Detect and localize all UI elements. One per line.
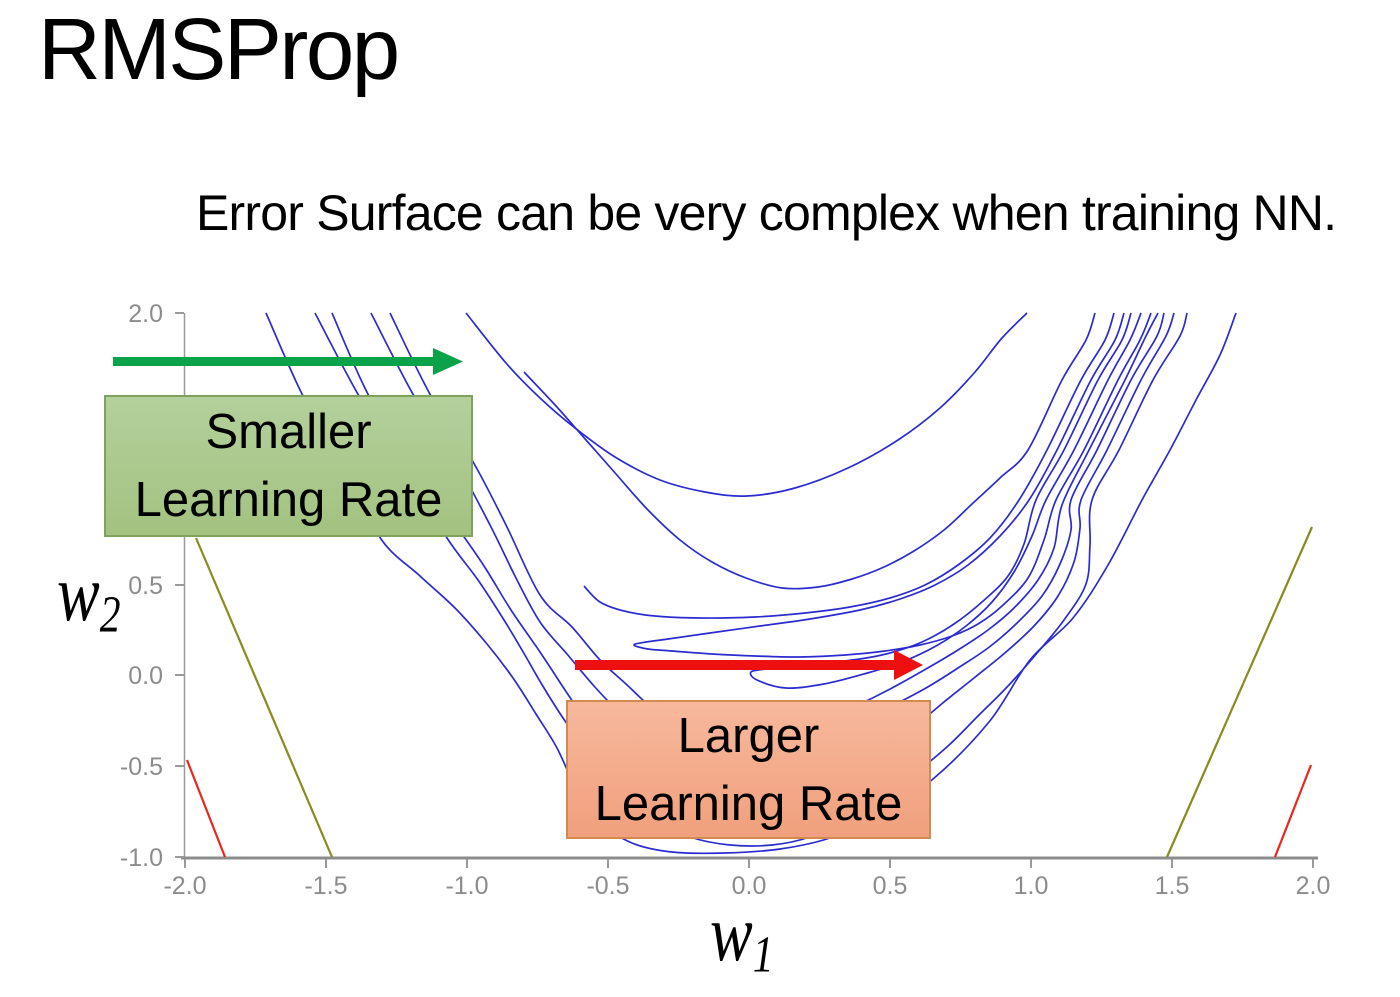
svg-text:-0.5: -0.5: [120, 753, 163, 781]
svg-text:1.5: 1.5: [1155, 872, 1190, 900]
svg-text:-0.5: -0.5: [586, 872, 629, 900]
svg-text:1.0: 1.0: [1014, 872, 1049, 900]
svg-text:2.0: 2.0: [128, 300, 163, 328]
svg-text:-1.0: -1.0: [445, 872, 488, 900]
svg-text:0.5: 0.5: [873, 872, 908, 900]
svg-text:2.0: 2.0: [1296, 872, 1331, 900]
svg-text:0.5: 0.5: [128, 572, 163, 600]
svg-text:0.0: 0.0: [128, 662, 163, 690]
svg-text:-1.5: -1.5: [304, 872, 347, 900]
svg-text:0.0: 0.0: [732, 872, 767, 900]
svg-text:-1.0: -1.0: [120, 844, 163, 872]
svg-text:-2.0: -2.0: [163, 872, 206, 900]
